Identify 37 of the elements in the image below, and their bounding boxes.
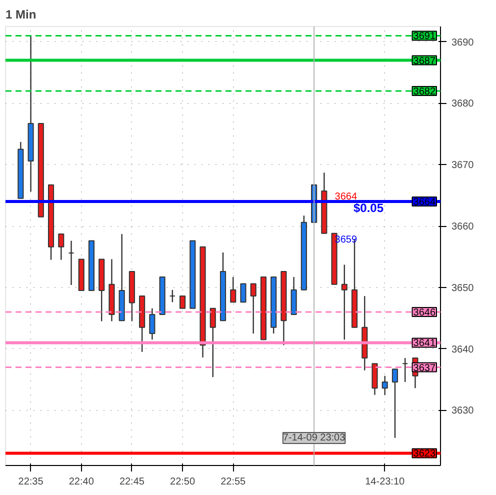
candlestick [341, 264, 348, 340]
candlestick [250, 283, 256, 334]
ref-line-label: 3664 [334, 191, 358, 202]
candlestick [240, 283, 246, 303]
ref-line-label: 3687 [413, 56, 436, 67]
y-tick-label: 3630 [452, 406, 474, 417]
candlestick [210, 308, 216, 378]
annotation: $0.05 [354, 200, 384, 215]
candlestick [169, 289, 176, 303]
candlestick [382, 375, 388, 396]
y-tick-label: 3650 [452, 282, 474, 294]
y-tick-label: 3690 [452, 37, 474, 48]
y-tick-label: 3670 [452, 160, 474, 172]
ref-line-label: 3691 [413, 31, 436, 42]
y-tick-label: 3660 [452, 222, 474, 233]
candlestick [402, 357, 408, 383]
chart-title: 1 Min [6, 8, 36, 22]
candlestick [149, 308, 156, 340]
candlestick [58, 233, 64, 260]
candlestick [180, 296, 186, 309]
ref-line-label: 3637 [413, 362, 436, 374]
ref-line-label: 3641 [413, 338, 436, 350]
x-tick-label: 22:40 [68, 476, 94, 488]
x-tick-label: 22:55 [220, 476, 246, 488]
annotation: 3664 [413, 196, 436, 208]
x-tick-label: 22:50 [170, 476, 196, 488]
y-tick-label: 3640 [452, 344, 474, 356]
ref-line-label: 3623 [413, 448, 436, 460]
candlestick [68, 240, 74, 286]
y-tick-label: 3680 [452, 98, 474, 110]
candlestick [392, 368, 398, 438]
candlestick [230, 276, 236, 303]
x-tick-label: 22:35 [18, 476, 44, 488]
ref-line-label: 3646 [413, 308, 436, 319]
ref-line-label: 3682 [413, 86, 436, 98]
x-tick-label: 14-23:10 [365, 476, 406, 488]
x-tick-label: 22:45 [119, 476, 145, 488]
